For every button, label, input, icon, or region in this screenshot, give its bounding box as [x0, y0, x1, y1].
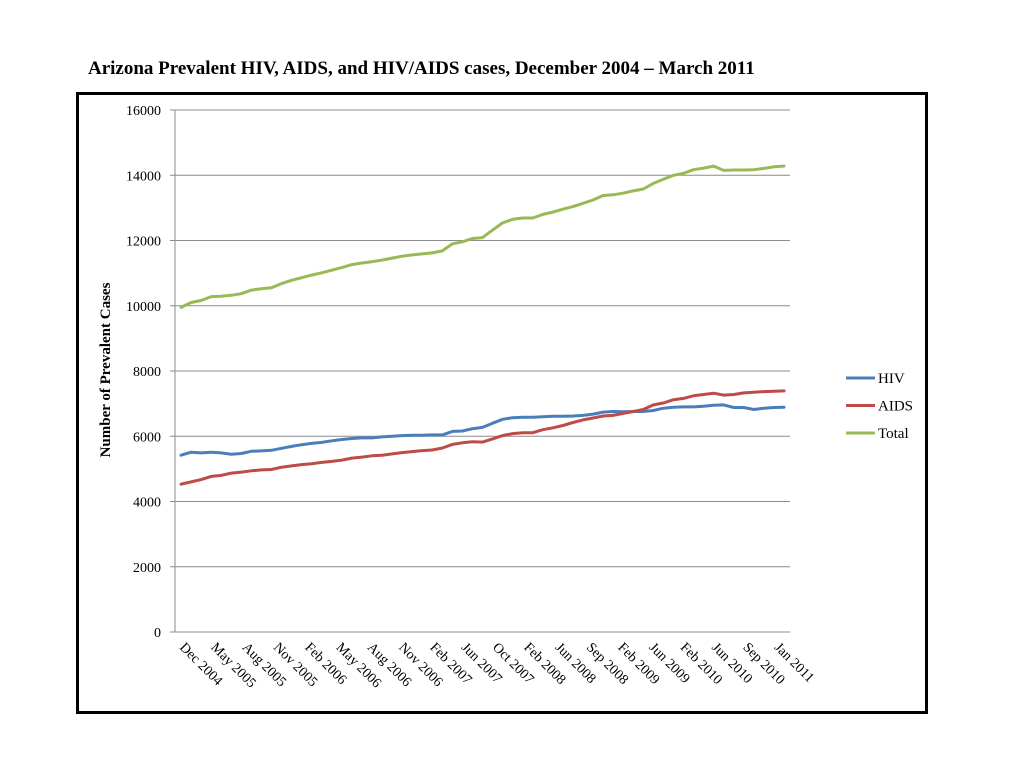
legend: HIV AIDS Total	[846, 371, 913, 442]
y-tick-label: 0	[154, 626, 161, 641]
chart-title: Arizona Prevalent HIV, AIDS, and HIV/AID…	[88, 58, 755, 79]
series-line-aids	[179, 389, 786, 486]
series-lines	[179, 164, 786, 486]
y-tick-label: 2000	[133, 561, 161, 576]
chart-frame	[76, 92, 928, 714]
y-axis-label: Number of Prevalent Cases	[98, 282, 114, 457]
y-tick-label: 4000	[133, 496, 161, 511]
legend-label-total: Total	[878, 426, 909, 442]
y-tick-label: 16000	[126, 104, 161, 119]
axes: 0200040006000800010000120001400016000Dec…	[98, 104, 817, 691]
y-tick-label: 12000	[126, 235, 161, 250]
gridlines	[175, 109, 790, 568]
y-tick-label: 10000	[126, 300, 161, 315]
series-line-total	[179, 164, 786, 309]
y-tick-label: 8000	[133, 365, 161, 380]
legend-label-hiv: HIV	[878, 371, 905, 387]
y-tick-label: 14000	[126, 169, 161, 184]
y-tick-label: 6000	[133, 430, 161, 445]
legend-label-aids: AIDS	[878, 399, 913, 415]
series-line-hiv	[179, 403, 786, 457]
